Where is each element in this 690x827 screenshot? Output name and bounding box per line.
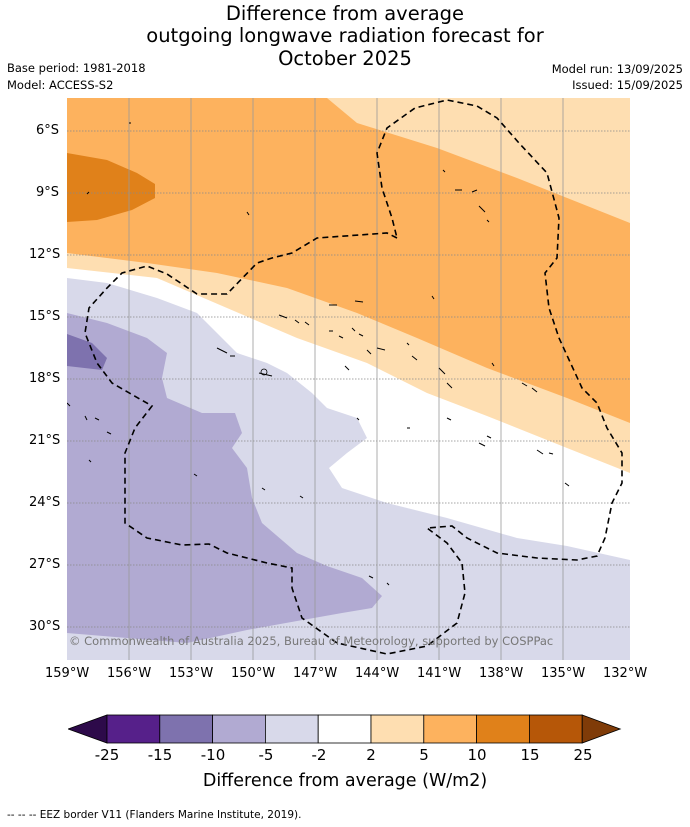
copyright-text: © Commonwealth of Australia 2025, Bureau… [69,634,554,648]
lat-label: 24°S [29,495,61,510]
colorbar-swatch [423,714,477,744]
colorbar-swatch [159,714,214,744]
latitude-gridlines [67,130,630,628]
anomaly-neg10-neg5-region [67,313,382,643]
longitude-gridlines [128,98,564,660]
lat-label: 27°S [29,557,61,572]
model-text: Model: ACCESS-S2 [7,78,114,92]
colorbar-tick: 25 [573,746,593,764]
colorbar-tick: -10 [200,746,226,764]
colorbar-tick: 5 [419,746,429,764]
colorbar-tick: 10 [467,746,487,764]
lat-label: 21°S [29,433,61,448]
issued-text: Issued: 15/09/2025 [572,78,683,92]
colorbar-swatch [317,714,372,744]
lat-label: 12°S [29,247,61,262]
colorbar-swatch [212,714,266,744]
anomaly-10-15-region [67,153,155,222]
colorbar-tick: -5 [258,746,274,764]
lon-label: 132°W [603,666,648,681]
colorbar-tick: 2 [366,746,376,764]
islands [67,122,570,586]
colorbar-extend-high [581,714,622,744]
lat-label: 30°S [29,619,61,634]
model-run-text: Model run: 13/09/2025 [551,62,683,76]
lon-label: 144°W [355,666,400,681]
lon-label: 153°W [169,666,214,681]
island-ring [260,368,268,376]
lon-label: 156°W [107,666,152,681]
base-period-text: Base period: 1981-2018 [7,61,146,75]
colorbar-swatch [528,714,583,744]
map-plot [67,98,630,660]
lat-label: 15°S [29,309,61,324]
colorbar-tick: -25 [94,746,120,764]
title-line-1: Difference from average [225,2,465,25]
lon-label: 141°W [417,666,462,681]
colorbar-tick: -15 [147,746,173,764]
colorbar-swatch [370,714,425,744]
lon-label: 135°W [541,666,586,681]
colorbar-swatch [106,714,161,744]
lat-label: 18°S [29,371,61,386]
colorbar-tick: -2 [311,746,327,764]
title-line-2: outgoing longwave radiation forecast for [146,24,544,47]
anomaly-neg15-neg10-region [67,334,107,370]
lat-label: 6°S [36,123,60,138]
colorbar-swatch [264,714,319,744]
colorbar-tick: 15 [520,746,540,764]
lon-label: 159°W [45,666,90,681]
colorbar [68,714,622,744]
eez-legend-note: -- -- -- EEZ border V11 (Flanders Marine… [7,809,302,821]
colorbar-extend-low [68,714,108,744]
anomaly-5-10-region [67,98,630,423]
lon-label: 147°W [293,666,338,681]
colorbar-title: Difference from average (W/m2) [202,771,488,791]
title-line-3: October 2025 [278,47,412,70]
lat-label: 9°S [36,185,60,200]
lon-label: 138°W [479,666,524,681]
neutral-region [67,258,630,560]
colorbar-swatch [476,714,530,744]
lon-label: 150°W [231,666,276,681]
